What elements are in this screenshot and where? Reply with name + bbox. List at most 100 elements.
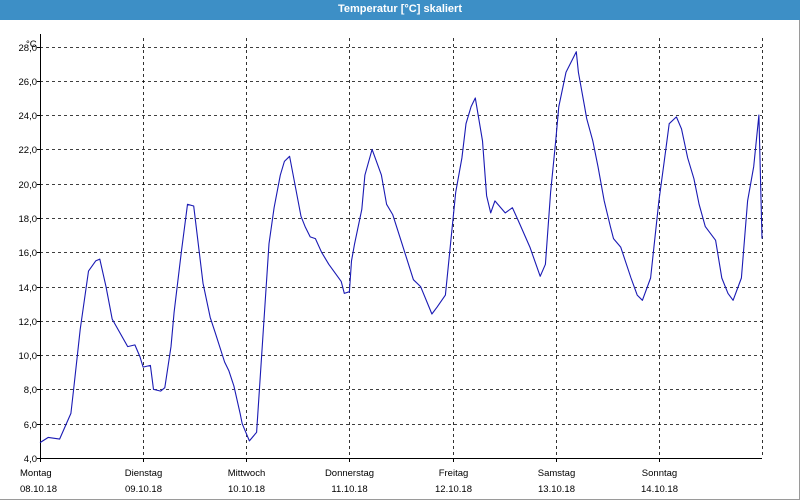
data-point bbox=[112, 319, 113, 320]
data-point bbox=[59, 439, 60, 440]
data-point bbox=[693, 178, 694, 179]
x-tick-date: 13.10.18 bbox=[538, 484, 575, 495]
data-point bbox=[354, 243, 355, 244]
data-point bbox=[630, 277, 631, 278]
data-point bbox=[70, 413, 71, 414]
data-point bbox=[604, 200, 605, 201]
data-point bbox=[202, 283, 203, 284]
data-point bbox=[249, 440, 250, 441]
x-tick-date: 11.10.18 bbox=[331, 484, 367, 495]
data-point bbox=[392, 214, 393, 215]
data-point bbox=[99, 259, 100, 260]
data-point bbox=[687, 157, 688, 158]
x-tick-weekday: Dienstag bbox=[125, 468, 163, 479]
data-point bbox=[545, 264, 546, 265]
data-point bbox=[490, 212, 491, 213]
data-point bbox=[637, 295, 638, 296]
data-point bbox=[150, 365, 151, 366]
data-point bbox=[215, 332, 216, 333]
data-point bbox=[344, 293, 345, 294]
data-point bbox=[482, 140, 483, 141]
data-point bbox=[39, 442, 40, 443]
data-point bbox=[240, 413, 241, 414]
x-tick-weekday: Mittwoch bbox=[228, 468, 265, 479]
data-point bbox=[143, 367, 144, 368]
data-point bbox=[300, 216, 301, 217]
data-point bbox=[486, 195, 487, 196]
data-point bbox=[699, 204, 700, 205]
data-point bbox=[512, 207, 513, 208]
data-point bbox=[170, 346, 171, 347]
data-point bbox=[455, 192, 456, 193]
data-point bbox=[586, 118, 587, 119]
data-point bbox=[305, 226, 306, 227]
data-point bbox=[721, 277, 722, 278]
data-point bbox=[584, 106, 585, 107]
data-point bbox=[153, 389, 154, 390]
data-point bbox=[139, 356, 140, 357]
data-point bbox=[420, 286, 421, 287]
data-point bbox=[372, 149, 373, 150]
data-point bbox=[328, 264, 329, 265]
data-point bbox=[663, 163, 664, 164]
data-point bbox=[224, 361, 225, 362]
data-point bbox=[289, 156, 290, 157]
data-point bbox=[475, 97, 476, 98]
data-point bbox=[386, 204, 387, 205]
data-point bbox=[242, 423, 243, 424]
data-point bbox=[80, 329, 81, 330]
y-tick-label: 22,0 bbox=[19, 145, 38, 156]
data-point bbox=[437, 307, 438, 308]
data-point bbox=[315, 238, 316, 239]
data-point bbox=[88, 271, 89, 272]
x-tick-date: 12.10.18 bbox=[435, 484, 472, 495]
data-point bbox=[610, 226, 611, 227]
data-point bbox=[529, 247, 530, 248]
data-point bbox=[349, 291, 350, 292]
data-point bbox=[310, 236, 311, 237]
data-point bbox=[465, 123, 466, 124]
data-point bbox=[494, 200, 495, 201]
x-tick-weekday: Samstag bbox=[538, 468, 576, 479]
data-point bbox=[733, 300, 734, 301]
data-point bbox=[650, 277, 651, 278]
data-point bbox=[73, 385, 74, 386]
data-point bbox=[592, 140, 593, 141]
data-point bbox=[187, 204, 188, 205]
data-point bbox=[518, 221, 519, 222]
y-tick-label: 24,0 bbox=[19, 111, 38, 122]
data-point bbox=[413, 279, 414, 280]
data-point bbox=[280, 175, 281, 176]
y-tick-label: 6,0 bbox=[24, 420, 37, 431]
x-axis-labels: Montag 08.10.18 Dienstag 09.10.18 Mittwoch 10… bbox=[20, 468, 678, 495]
y-tick-label: 18,0 bbox=[19, 214, 38, 225]
data-point bbox=[321, 252, 322, 253]
chart-title: Temperatur [°C] skaliert bbox=[0, 0, 800, 20]
data-point bbox=[210, 317, 211, 318]
data-point bbox=[753, 166, 754, 167]
y-axis-ticks: 4,0 6,0 8,0 10,0 12,0 14,0 16,0 18,0 20,0 22,0 24,… bbox=[19, 43, 40, 465]
data-point bbox=[715, 240, 716, 241]
y-tick-label: 16,0 bbox=[19, 248, 38, 259]
x-tick-date: 14.10.18 bbox=[641, 484, 678, 495]
data-point bbox=[164, 387, 165, 388]
y-tick-label: 10,0 bbox=[19, 351, 38, 362]
data-point bbox=[555, 140, 556, 141]
series-layer bbox=[39, 51, 763, 444]
data-point bbox=[705, 226, 706, 227]
data-point bbox=[727, 293, 728, 294]
y-tick-label: 12,0 bbox=[19, 317, 38, 328]
y-tick-label: 26,0 bbox=[19, 77, 38, 88]
grid-lines bbox=[40, 38, 763, 459]
data-point bbox=[95, 260, 96, 261]
data-point bbox=[351, 260, 352, 261]
data-point bbox=[558, 106, 559, 107]
x-tick-weekday: Montag bbox=[20, 468, 52, 479]
data-point bbox=[193, 205, 194, 206]
x-tick-date: 08.10.18 bbox=[20, 484, 57, 495]
y-tick-label: 28,0 bbox=[19, 43, 38, 54]
data-point bbox=[268, 243, 269, 244]
data-point bbox=[445, 295, 446, 296]
plot-frame bbox=[40, 34, 762, 462]
data-point bbox=[160, 391, 161, 392]
